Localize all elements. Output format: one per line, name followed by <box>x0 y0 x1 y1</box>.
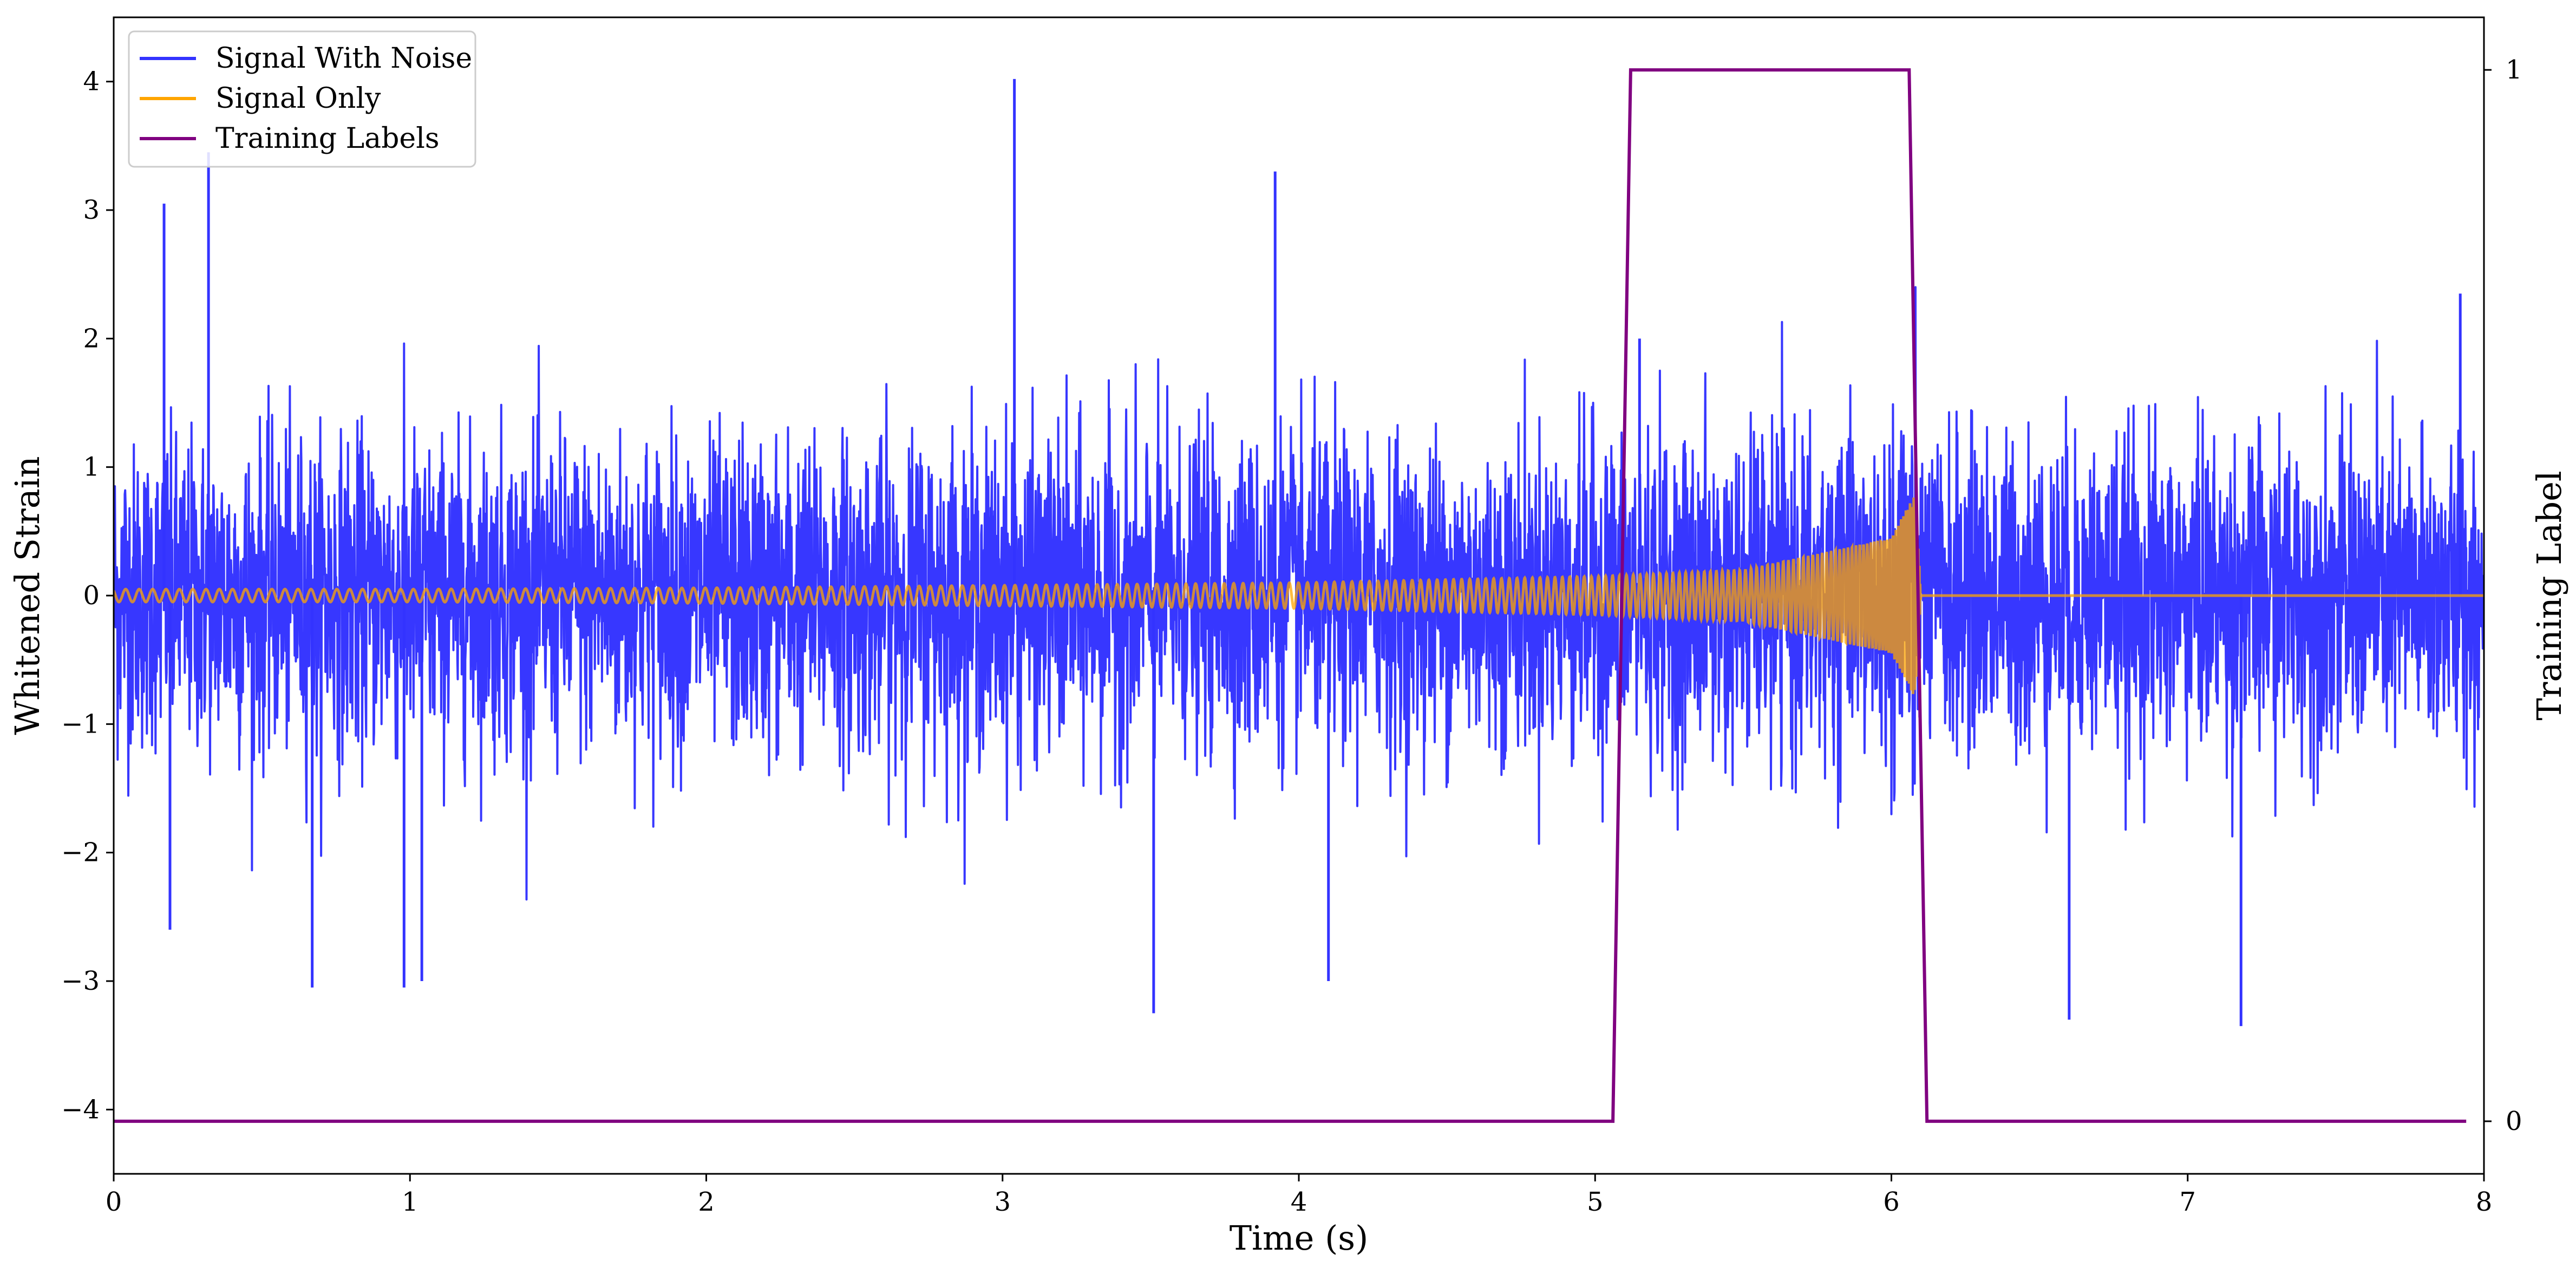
series-group <box>114 68 2484 1123</box>
y-tick-label: 4 <box>83 67 100 97</box>
y2-tick-label: 1 <box>2506 55 2522 85</box>
series-signal-only <box>114 497 2484 694</box>
y-tick-label: 3 <box>83 195 100 225</box>
y-axis-label: Whitened Strain <box>8 456 47 735</box>
x-tick-label: 6 <box>1883 1187 1900 1217</box>
y-tick-label: −4 <box>61 1094 100 1125</box>
axes: 0 1 2 3 4 5 6 7 8 −4 −3 −2 −1 0 1 2 3 4 0 1 <box>61 16 2522 1217</box>
x-axis-label: Time (s) <box>1230 1218 1369 1258</box>
x-tick-label: 5 <box>1587 1187 1604 1217</box>
x-tick-label: 3 <box>994 1187 1011 1217</box>
legend-label: Training Labels <box>215 122 440 155</box>
legend-label: Signal With Noise <box>215 42 472 75</box>
y-tick-label: 0 <box>83 580 100 611</box>
y-tick-label: −3 <box>61 966 100 996</box>
x-tick-label: 0 <box>106 1187 122 1217</box>
x-tick-label: 8 <box>2476 1187 2493 1217</box>
legend-box <box>128 30 476 168</box>
y2-tick-label: 0 <box>2506 1106 2522 1136</box>
x-tick-label: 4 <box>1291 1187 1307 1217</box>
x-tick-label: 1 <box>402 1187 419 1217</box>
x-tick-label: 7 <box>2179 1187 2196 1217</box>
y-tick-label: −1 <box>61 709 100 739</box>
legend: Signal With Noise Signal Only Training Lab… <box>128 30 476 168</box>
x-tick-label: 2 <box>698 1187 715 1217</box>
y-tick-label: 1 <box>83 452 100 482</box>
series-signal-with-noise <box>114 286 2484 901</box>
y2-axis-label: Training Label <box>2529 471 2569 720</box>
legend-label: Signal Only <box>215 82 381 115</box>
series-training-labels <box>114 68 2467 1123</box>
y-tick-label: 2 <box>83 323 100 354</box>
series-signal-with-noise-peaks <box>162 79 2462 1027</box>
y-tick-label: −2 <box>61 838 100 868</box>
plot-area <box>114 68 2484 1123</box>
